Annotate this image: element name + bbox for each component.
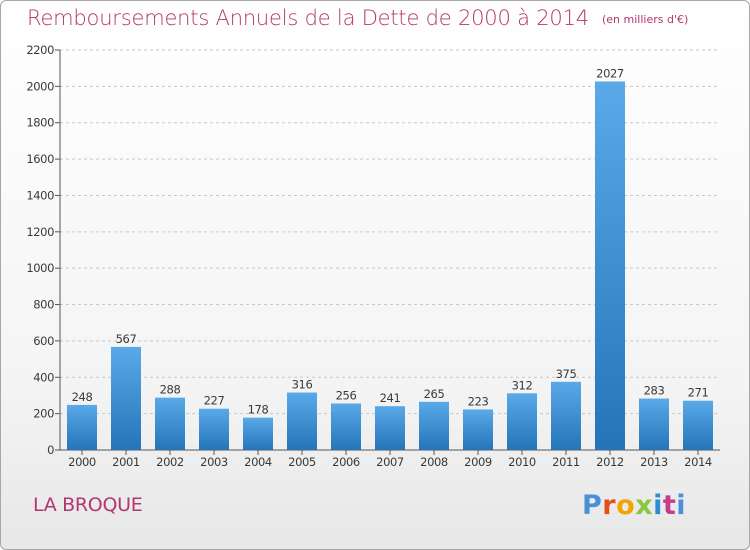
x-tick-label: 2001: [112, 455, 140, 469]
bars: [67, 81, 713, 451]
data-label: 283: [644, 384, 665, 398]
bar: [375, 406, 405, 450]
x-tick-label: 2013: [640, 455, 668, 469]
bar: [639, 398, 669, 450]
data-label: 375: [556, 367, 577, 381]
bar: [551, 381, 581, 450]
y-tick-label: 600: [33, 334, 54, 348]
bar: [155, 397, 185, 450]
data-label: 316: [292, 378, 313, 392]
data-label: 256: [336, 388, 357, 402]
x-tick-label: 2009: [464, 455, 492, 469]
y-tick-label: 1000: [26, 261, 54, 275]
data-label: 567: [116, 332, 137, 346]
gridlines: [60, 49, 720, 415]
data-label: 288: [160, 383, 181, 397]
x-tick-label: 2012: [596, 455, 624, 469]
y-tick-label: 800: [33, 298, 54, 312]
data-label: 178: [248, 403, 269, 417]
axes: 0 200 400 600 800 1000 1200 1400 1600 1800 2000 220…: [26, 43, 720, 457]
data-label: 312: [512, 378, 533, 392]
bar: [683, 400, 713, 450]
bar: [67, 404, 97, 450]
x-tick-label: 2010: [508, 455, 536, 469]
x-tick-label: 2006: [332, 455, 360, 469]
x-tick-label: 2005: [288, 455, 316, 469]
y-tick-label: 2000: [26, 79, 54, 93]
x-tick-label: 2011: [552, 455, 580, 469]
chart-title-text: Remboursements Annuels de la Dette de 20…: [27, 6, 589, 30]
bar: [595, 81, 625, 451]
x-tick-label: 2003: [200, 455, 228, 469]
y-tick-label: 2200: [26, 43, 54, 57]
bar: [287, 392, 317, 450]
y-tick-label: 400: [33, 370, 54, 384]
bar: [331, 403, 361, 450]
bar: [111, 346, 141, 450]
data-label: 223: [468, 394, 489, 408]
y-tick-label: 200: [33, 407, 54, 421]
bar: [463, 409, 493, 450]
commune-name: LA BROQUE: [33, 494, 143, 516]
proxiti-logo[interactable]: Proxiti: [582, 490, 687, 521]
chart-unit-label: (en milliers d'€): [602, 13, 689, 26]
labels: 2000 248 2001 567 2002 288 2003 227 2004 178 2005 3…: [68, 66, 712, 469]
data-label: 265: [424, 387, 445, 401]
data-label: 248: [72, 390, 93, 404]
x-tick-label: 2000: [68, 455, 96, 469]
y-tick-label: 1400: [26, 188, 54, 202]
x-tick-label: 2002: [156, 455, 184, 469]
y-tick-label: 0: [47, 443, 54, 457]
y-tick-label: 1600: [26, 152, 54, 166]
x-tick-label: 2004: [244, 455, 272, 469]
y-tick-label: 1800: [26, 116, 54, 130]
x-tick-label: 2008: [420, 455, 448, 469]
data-label: 227: [204, 394, 225, 408]
data-label: 2027: [596, 66, 624, 80]
y-tick-label: 1200: [26, 225, 54, 239]
x-tick-label: 2007: [376, 455, 404, 469]
data-label: 271: [688, 386, 709, 400]
bar: [507, 393, 537, 450]
bar: [243, 417, 273, 450]
data-label: 241: [380, 391, 401, 405]
bar: [199, 408, 229, 450]
chart-title: Remboursements Annuels de la Dette de 20…: [27, 6, 688, 30]
bar: [419, 401, 449, 450]
x-tick-label: 2014: [684, 455, 712, 469]
